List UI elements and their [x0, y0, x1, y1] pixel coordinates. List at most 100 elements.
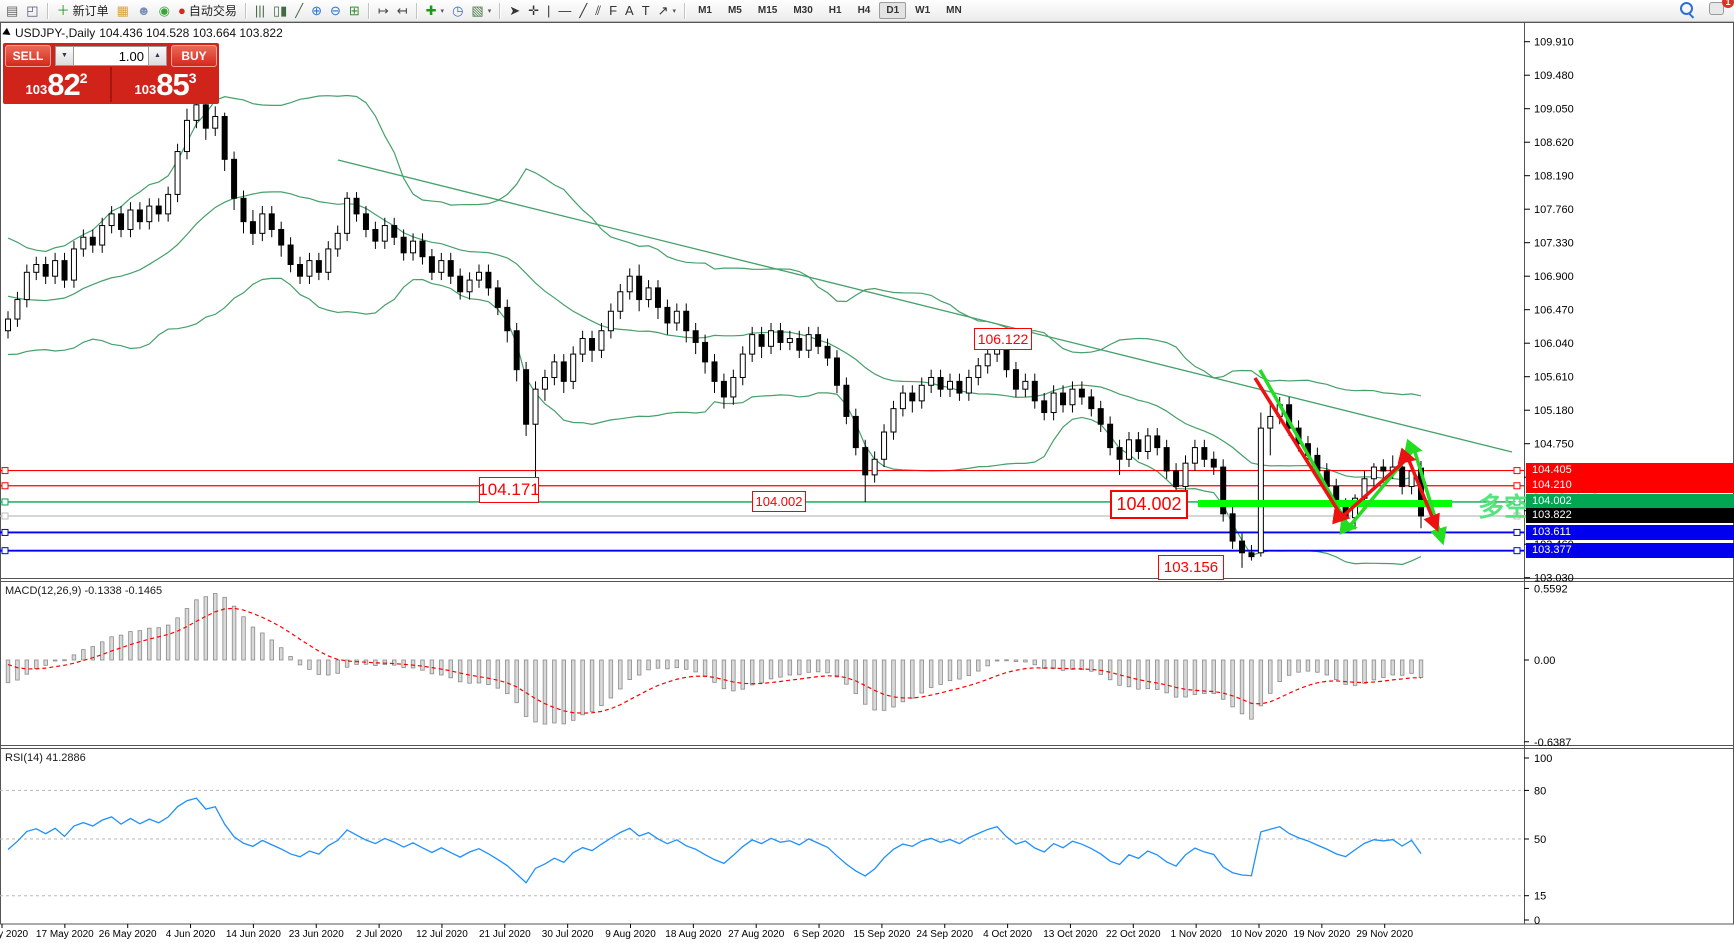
templates-icon: ▧	[471, 2, 484, 18]
timeframe-w1-button[interactable]: W1	[915, 5, 931, 16]
notifications-button[interactable]: 1	[1705, 0, 1734, 16]
buy-price[interactable]: 103 85 3	[112, 67, 219, 102]
trendline-button[interactable]: ╱	[575, 3, 591, 19]
data-window-icon: ◰	[26, 2, 39, 18]
auto-scroll-button[interactable]: ↦	[374, 3, 393, 19]
vline-button[interactable]: |	[543, 3, 554, 19]
date-label: 4 Oct 2020	[983, 929, 1033, 940]
line-chart-icon: ╱	[295, 2, 304, 18]
price-flag-104.171: 104.171	[478, 477, 540, 503]
signals-button[interactable]: ◉	[155, 3, 174, 19]
zoom-out-button[interactable]: ⊖	[326, 3, 345, 19]
notification-badge: 1	[1722, 0, 1734, 8]
chart-marker-icon	[2, 27, 13, 39]
price-axis-tick: 106.040	[1534, 338, 1574, 350]
zoom-in-button[interactable]: ⊕	[307, 3, 326, 19]
templates-button[interactable]: ▧ ▾	[467, 3, 495, 19]
search-button[interactable]	[1676, 1, 1697, 16]
timeframe-m5-button[interactable]: M5	[727, 5, 742, 16]
navigator-button[interactable]: ▦	[113, 3, 133, 19]
add-indicator-button[interactable]: ✚ ▾	[422, 3, 448, 19]
fibonacci-button[interactable]: F	[605, 3, 621, 19]
tile-windows-button[interactable]: ⊞	[345, 3, 364, 19]
timeframe-h4-button[interactable]: H4	[857, 5, 871, 16]
periods-button[interactable]: ◷	[448, 3, 467, 19]
chart-ohlc: 104.436 104.528 103.664 103.822	[99, 26, 283, 40]
date-label: 7 May 2020	[0, 929, 29, 940]
timeframe-mn-button[interactable]: MN	[946, 5, 962, 16]
channel-button[interactable]: ⫽	[591, 3, 605, 19]
autotrading-icon: ●	[177, 2, 186, 18]
timeframe-h1-button[interactable]: H1	[828, 5, 842, 16]
rsi-axis-tick: 15	[1534, 891, 1546, 903]
candle-chart-button[interactable]: ▯▮	[269, 3, 291, 19]
zoom-in-icon: ⊕	[311, 2, 323, 18]
toolbar-separator	[367, 2, 370, 19]
price-axis-tick: 107.330	[1534, 238, 1574, 250]
volume-decrease-button[interactable]: ▼	[55, 46, 74, 66]
crosshair-button[interactable]: ✛	[524, 3, 543, 19]
autotrading-button[interactable]: ● 自动交易	[174, 1, 241, 20]
date-label: 19 Nov 2020	[1293, 929, 1351, 940]
date-label: 15 Sep 2020	[853, 929, 911, 940]
chart-shift-button[interactable]: ↤	[393, 3, 412, 19]
toolbar-separator	[46, 2, 49, 19]
volume-input[interactable]: 1.00	[74, 46, 148, 66]
fibonacci-icon: F	[609, 2, 618, 18]
periods-icon: ◷	[452, 2, 464, 18]
cursor-button[interactable]: ➤	[505, 3, 524, 19]
market-watch-button[interactable]: ▤	[2, 3, 22, 19]
hline-icon: —	[558, 2, 572, 18]
price-axis-tick: 108.620	[1534, 137, 1574, 149]
price-tag-103.377: 103.377	[1526, 543, 1734, 559]
chart-canvas[interactable]	[0, 22, 1524, 924]
timeframe-m15-button[interactable]: M15	[757, 5, 778, 16]
rsi-axis-tick: 0	[1534, 915, 1540, 927]
new-order-button[interactable]: ＋新订单	[53, 1, 113, 20]
rsi-axis-tick: 50	[1534, 834, 1546, 846]
sell-price[interactable]: 103 82 2	[3, 67, 110, 102]
community-button[interactable]: ☻	[133, 3, 155, 19]
line-chart-button[interactable]: ╱	[291, 3, 307, 19]
hline-button[interactable]: —	[554, 3, 575, 19]
buy-price-handle: 103	[134, 82, 157, 97]
market-watch-icon: ▤	[6, 2, 19, 18]
timeframe-m30-button[interactable]: M30	[793, 5, 813, 16]
sell-button[interactable]: SELL	[5, 45, 51, 67]
toolbar-separator	[244, 2, 247, 19]
text-button[interactable]: A	[621, 3, 638, 19]
arrows-button[interactable]: ↗ ▾	[654, 3, 680, 19]
price-axis-tick: 109.480	[1534, 70, 1574, 82]
price-tag-104.002: 104.002	[1526, 494, 1734, 510]
dropdown-arrow-icon: ▾	[440, 7, 445, 15]
arrows-icon: ↗	[657, 2, 669, 18]
text-label-button[interactable]: T	[638, 3, 654, 19]
sell-price-handle: 103	[25, 82, 48, 97]
date-label: 24 Sep 2020	[916, 929, 974, 940]
date-label: 23 Jun 2020	[288, 929, 344, 940]
chat-bubble-icon	[1709, 2, 1724, 15]
volume-increase-button[interactable]: ▲	[148, 46, 167, 66]
timeframe-m1-button[interactable]: M1	[698, 5, 712, 16]
bar-chart-button[interactable]: |||	[251, 3, 269, 19]
timeframe-d1-button[interactable]: D1	[879, 2, 907, 19]
community-icon: ☻	[136, 2, 151, 18]
price-flag-104.002: 104.002	[752, 491, 806, 512]
crosshair-icon: ✛	[528, 2, 540, 18]
price-flag-106.122: 106.122	[974, 328, 1032, 350]
data-window-button[interactable]: ◰	[22, 3, 42, 19]
text-icon: A	[625, 2, 634, 18]
chart-title: USDJPY-,Daily 104.436 104.528 103.664 10…	[2, 26, 283, 40]
sell-price-big: 82	[47, 67, 80, 102]
auto-scroll-icon: ↦	[377, 2, 389, 18]
price-axis-tick: 107.760	[1534, 204, 1574, 216]
macd-axis-tick: 0.5592	[1534, 583, 1568, 595]
zoom-out-icon: ⊖	[330, 2, 341, 18]
price-tag-104.210: 104.210	[1526, 478, 1734, 494]
buy-button[interactable]: BUY	[171, 45, 217, 67]
date-label: 22 Oct 2020	[1106, 929, 1161, 940]
date-label: 29 Nov 2020	[1356, 929, 1414, 940]
price-axis-tick: 104.750	[1534, 439, 1574, 451]
autotrading-label: 自动交易	[188, 4, 237, 18]
price-axis-tick: 109.050	[1534, 104, 1574, 116]
